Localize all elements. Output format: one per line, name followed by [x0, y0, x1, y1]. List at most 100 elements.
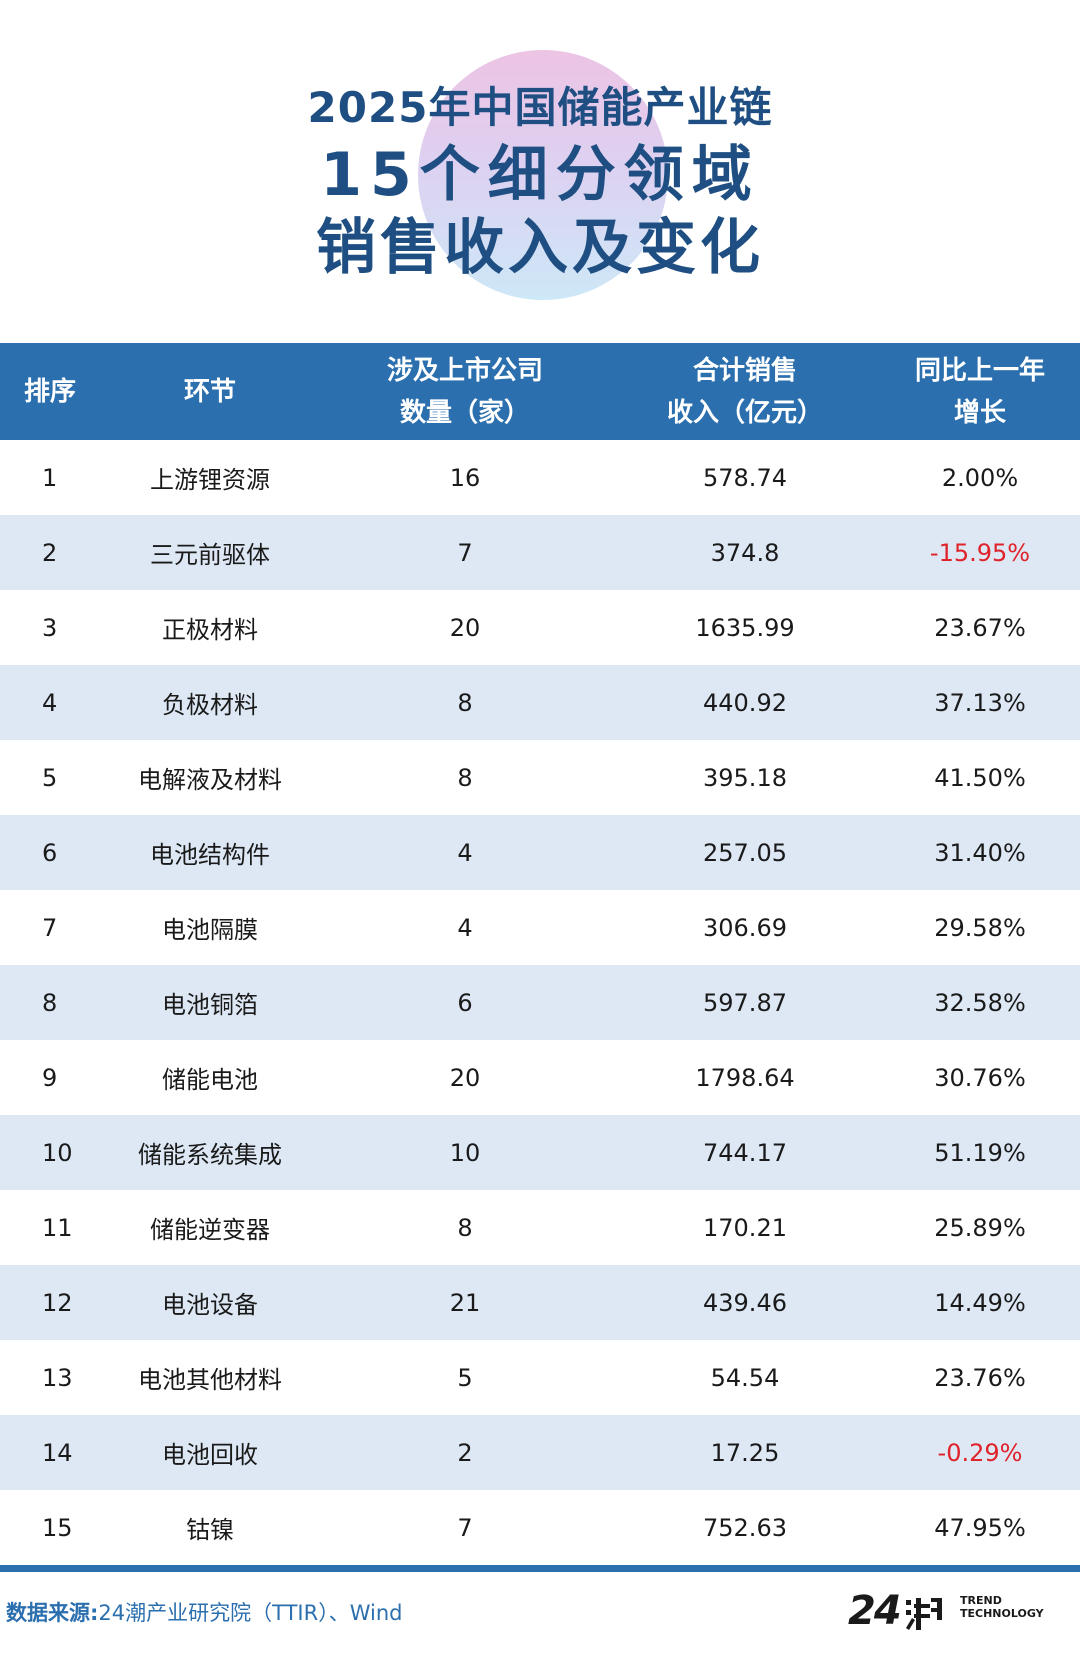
cell-revenue-value: 395.18 [703, 763, 787, 792]
cell-growth-value: 23.76% [934, 1363, 1026, 1392]
cell-companies-value: 4 [457, 913, 473, 942]
cell-companies: 2 [320, 1415, 610, 1490]
cell-growth-value: 31.40% [934, 838, 1026, 867]
cell-growth-value: 29.58% [934, 913, 1026, 942]
cell-revenue-value: 17.25 [710, 1438, 780, 1467]
cell-segment: 三元前驱体 [100, 515, 320, 590]
cell-companies-value: 7 [457, 538, 473, 567]
table-row: 9 储能电池 20 1798.64 30.76% [0, 1040, 1080, 1115]
cell-rank-value: 2 [42, 538, 58, 567]
logo-wordmark: TREND TECHNOLOGY [960, 1594, 1044, 1620]
cell-revenue-value: 752.63 [703, 1513, 787, 1542]
cell-segment-value: 电池设备 [162, 1291, 258, 1319]
table-row: 6 电池结构件 4 257.05 31.40% [0, 815, 1080, 890]
cell-segment: 电池结构件 [100, 815, 320, 890]
cell-rank: 4 [0, 665, 100, 740]
cell-companies-value: 4 [457, 838, 473, 867]
cell-companies: 21 [320, 1265, 610, 1340]
cell-revenue: 597.87 [610, 965, 880, 1040]
cell-companies-value: 20 [449, 1063, 481, 1092]
cell-companies-value: 10 [449, 1138, 481, 1167]
cell-growth: 41.50% [880, 740, 1080, 815]
table-row: 7 电池隔膜 4 306.69 29.58% [0, 890, 1080, 965]
cell-growth-value: 47.95% [934, 1513, 1026, 1542]
cell-companies: 7 [320, 515, 610, 590]
cell-segment: 储能电池 [100, 1040, 320, 1115]
cell-segment-value: 电池隔膜 [162, 916, 258, 944]
cell-segment-value: 钴镍 [186, 1516, 234, 1544]
cell-segment-value: 储能电池 [162, 1066, 258, 1094]
cell-companies: 8 [320, 1190, 610, 1265]
cell-companies-value: 8 [457, 688, 473, 717]
cell-revenue-value: 439.46 [703, 1288, 787, 1317]
cell-companies-value: 16 [449, 463, 481, 492]
cell-companies: 8 [320, 740, 610, 815]
cell-companies-value: 8 [457, 763, 473, 792]
cell-revenue: 170.21 [610, 1190, 880, 1265]
cell-segment-value: 三元前驱体 [150, 541, 270, 569]
table-header: 排序 环节 涉及上市公司 数量（家） 合计销售 收入（亿元） 同比上一年 增长 [0, 343, 1080, 440]
cell-segment: 电解液及材料 [100, 740, 320, 815]
cell-revenue: 1635.99 [610, 590, 880, 665]
cell-segment-value: 电池结构件 [150, 841, 270, 869]
cell-segment-value: 电解液及材料 [138, 766, 282, 794]
cell-rank: 11 [0, 1190, 100, 1265]
cell-growth: 30.76% [880, 1040, 1080, 1115]
cell-rank-value: 10 [42, 1138, 73, 1167]
cell-growth: -0.29% [880, 1415, 1080, 1490]
table-row: 3 正极材料 20 1635.99 23.67% [0, 590, 1080, 665]
cell-revenue-value: 257.05 [703, 838, 787, 867]
cell-revenue-value: 578.74 [703, 463, 787, 492]
brand-logo: 24 TREND TECHNOLOGY [848, 1588, 1048, 1638]
cell-rank: 2 [0, 515, 100, 590]
table-row: 5 电解液及材料 8 395.18 41.50% [0, 740, 1080, 815]
cell-revenue: 395.18 [610, 740, 880, 815]
cell-segment: 电池其他材料 [100, 1340, 320, 1415]
cell-companies: 4 [320, 890, 610, 965]
table-body: 1 上游锂资源 16 578.74 2.00% 2 三元前驱体 7 374.8 -15.95% 3 正… [0, 440, 1080, 1565]
cell-companies: 6 [320, 965, 610, 1040]
title-line-2: 15个细分领域 [320, 140, 760, 210]
cell-rank: 5 [0, 740, 100, 815]
table-row: 4 负极材料 8 440.92 37.13% [0, 665, 1080, 740]
cell-companies: 20 [320, 1040, 610, 1115]
header-growth: 同比上一年 增长 [880, 343, 1080, 440]
cell-revenue-value: 170.21 [703, 1213, 787, 1242]
cell-rank: 13 [0, 1340, 100, 1415]
cell-revenue-value: 744.17 [703, 1138, 787, 1167]
logo-number: 24 [848, 1588, 902, 1634]
table-row: 1 上游锂资源 16 578.74 2.00% [0, 440, 1080, 515]
header-segment: 环节 [100, 343, 320, 440]
cell-segment: 正极材料 [100, 590, 320, 665]
decorative-gradient-circle [418, 50, 668, 300]
cell-growth-value: 51.19% [934, 1138, 1026, 1167]
cell-rank-value: 9 [42, 1063, 58, 1092]
cell-revenue: 752.63 [610, 1490, 880, 1565]
cell-rank-value: 7 [42, 913, 58, 942]
cell-revenue: 440.92 [610, 665, 880, 740]
cell-revenue-value: 54.54 [710, 1363, 780, 1392]
cell-companies: 5 [320, 1340, 610, 1415]
page-title: 2025年中国储能产业链 15个细分领域 销售收入及变化 [0, 78, 1080, 284]
cell-segment-value: 储能系统集成 [138, 1141, 282, 1169]
cell-companies-value: 2 [457, 1438, 473, 1467]
table-row: 12 电池设备 21 439.46 14.49% [0, 1265, 1080, 1340]
table-row: 15 钴镍 7 752.63 47.95% [0, 1490, 1080, 1565]
table-row: 2 三元前驱体 7 374.8 -15.95% [0, 515, 1080, 590]
header-revenue-line1: 合计销售 [692, 355, 797, 386]
cell-revenue: 54.54 [610, 1340, 880, 1415]
cell-revenue-value: 597.87 [703, 988, 787, 1017]
cell-revenue-value: 1635.99 [695, 613, 795, 642]
cell-growth-value: -15.95% [929, 538, 1031, 567]
header-rank-label: 排序 [23, 376, 76, 407]
cell-companies: 20 [320, 590, 610, 665]
cell-segment: 储能系统集成 [100, 1115, 320, 1190]
cell-growth-value: 37.13% [934, 688, 1026, 717]
table-row: 11 储能逆变器 8 170.21 25.89% [0, 1190, 1080, 1265]
cell-rank-value: 13 [42, 1363, 73, 1392]
header-companies-line1: 涉及上市公司 [386, 355, 543, 386]
cell-rank: 12 [0, 1265, 100, 1340]
cell-companies-value: 21 [449, 1288, 481, 1317]
cell-revenue-value: 374.8 [710, 538, 780, 567]
cell-growth: 32.58% [880, 965, 1080, 1040]
